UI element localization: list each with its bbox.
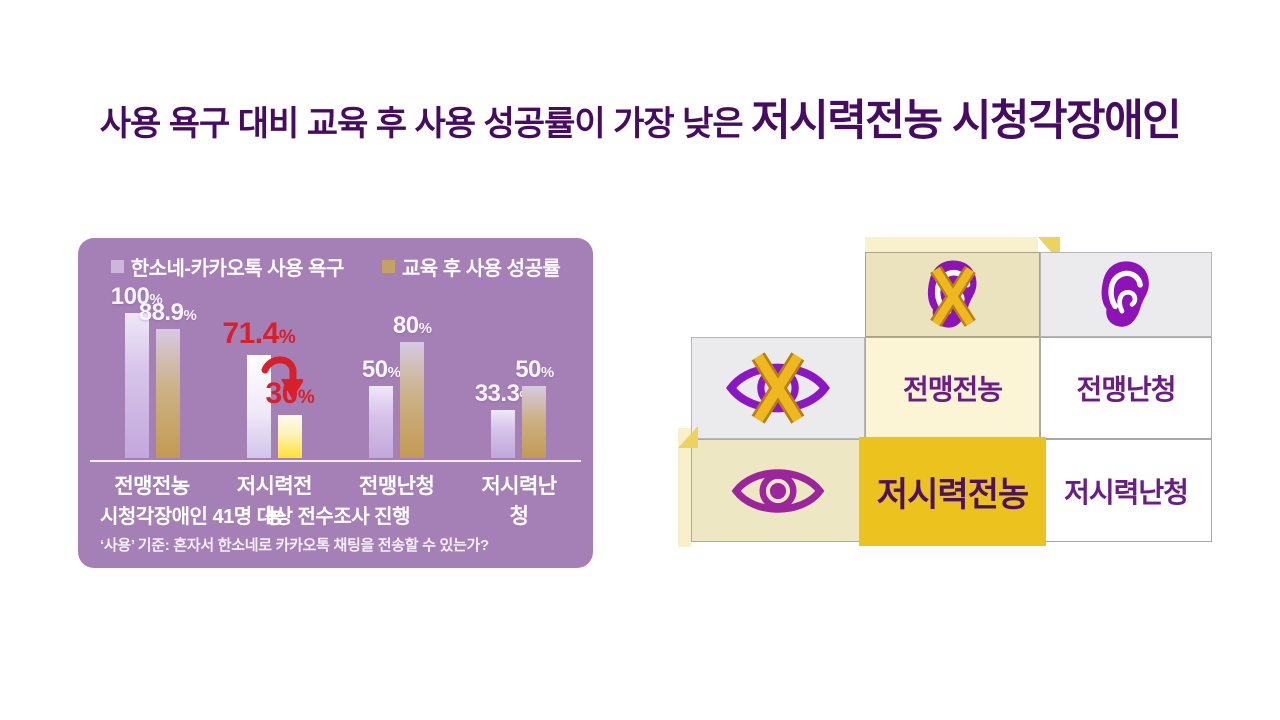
matrix-header-deaf [865,252,1040,337]
disability-matrix: 전맹전농 전맹난청 저시력난청 저시력전농 [678,235,1214,551]
legend-item-want: 한소네-카카오톡 사용 욕구 [110,252,345,281]
page-title: 사용 욕구 대비 교육 후 사용 성공률이 가장 낮은 저시력전농 시청각장애인 [0,86,1280,148]
bar: 100% [111,283,163,458]
drop-arrow-icon [261,356,304,399]
matrix-row-low-vision [691,439,865,542]
matrix-cell-label: 저시력난청 [1064,476,1189,508]
legend-swatch-success [381,260,395,273]
category-label: 전맹전농 [114,475,190,498]
survey-chart-panel: 한소네-카카오톡 사용 욕구 교육 후 사용 성공률 100% 88.9% 71.4… [78,238,593,568]
bar-group: 100% 88.9% [106,283,198,458]
bar-group: 71.4% 30% [222,306,320,458]
lowvision-row-tab-fold [678,426,698,448]
category-label: 전맹난청 [359,475,435,498]
matrix-cell-lowvision-deaf-highlighted: 저시력전농 [859,437,1046,546]
matrix-row-blind [691,337,865,439]
bar: 50% [515,356,554,458]
ear-icon [1101,260,1149,327]
title-regular-text: 사용 욕구 대비 교육 후 사용 성공률이 가장 낮은 [99,105,752,143]
chart-category-row: 전맹전농 저시력전농 전맹난청 저시력난청 [88,470,583,530]
bar-value-label: 100% [110,283,163,310]
footnote-title: 시청각장애인 41명 대상 전수조사 진행 [100,506,410,528]
title-highlight-text: 저시력전농 시청각장애인 [751,97,1182,145]
bar: 71.4% [222,317,296,458]
bar: 88.9% [139,299,197,458]
deaf-column-tab [865,237,1038,253]
chart-baseline [90,460,581,462]
bar: 30% [265,377,315,458]
footnote-detail: ‘사용’ 기준: 혼자서 한소네로 카카오톡 채팅을 전송할 수 있는가? [100,537,489,554]
lowvision-row-tab [678,428,691,547]
matrix-cell-blind-deaf: 전맹전농 [865,337,1040,439]
bar-value-label: 88.9% [138,299,197,327]
matrix-cell-blind-hoh: 전맹난청 [1040,337,1212,439]
chart-footnote: 시청각장애인 41명 대상 전수조사 진행 ‘사용’ 기준: 혼자서 한소네로 … [100,500,489,555]
legend-label-want: 한소네-카카오톡 사용 욕구 [130,258,345,280]
matrix-cell-label: 저시력전농 [876,476,1029,514]
bar: 50% [362,356,401,458]
chart-plot: 100%88.9%71.4%30% 50%80%33.3%50% [88,283,583,458]
matrix-cell-label: 전맹난청 [1076,374,1176,405]
eye-icon [731,468,825,513]
bar: 80% [393,312,432,458]
bar: 33.3% [475,380,533,458]
legend-swatch-want [110,260,124,273]
bar-value-label: 71.4% [222,316,296,350]
chart-legend: 한소네-카카오톡 사용 욕구 교육 후 사용 성공률 [78,252,593,281]
category-label: 저시력난청 [481,475,557,528]
ear-crossed-icon [927,259,976,328]
category-label: 저시력전농 [236,475,313,528]
eye-crossed-icon [726,352,830,424]
matrix-cell-label: 전맹전농 [902,374,1003,405]
bar-value-label: 50% [361,355,401,383]
matrix-cell-lowvision-hoh: 저시력난청 [1040,439,1212,542]
bar-group: 50% 80% [351,306,443,458]
matrix-header-hard-of-hearing [1040,252,1212,337]
legend-label-success: 교육 후 사용 성공률 [401,258,561,280]
bar-group: 33.3%50% [473,306,565,458]
legend-item-success: 교육 후 사용 성공률 [381,252,561,281]
bar-value-label: 80% [392,312,432,339]
bar-value-label: 50% [515,355,554,383]
